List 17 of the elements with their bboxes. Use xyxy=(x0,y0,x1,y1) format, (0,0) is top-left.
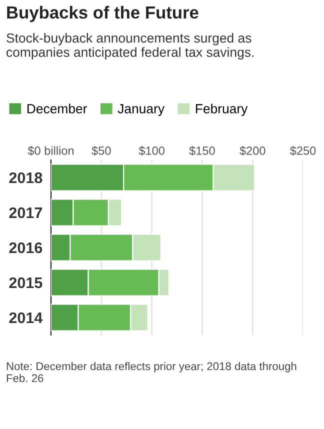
legend-label: December xyxy=(27,104,88,114)
y-tick-label: 2015 xyxy=(9,277,42,288)
x-tick-label: $50 xyxy=(92,146,111,156)
y-tick-label: 2017 xyxy=(9,207,42,218)
x-tick-label: $250 xyxy=(290,146,316,156)
x-tick-label: $150 xyxy=(189,146,215,156)
y-tick-label: 2014 xyxy=(9,312,43,324)
y-tick-label: 2016 xyxy=(9,242,42,254)
y-tick-label: 2018 xyxy=(9,172,42,184)
legend-label: February xyxy=(196,104,248,116)
legend-label: January xyxy=(118,104,165,116)
x-tick-label: $200 xyxy=(240,146,266,156)
chart-subtitle: Stock-buyback announcements surged as companies anticipated federal tax savings. xyxy=(6,33,254,60)
text: Note: December data reflects prior year; 2018 data through Feb. 26 xyxy=(6,362,296,382)
x-tick-label: $100 xyxy=(138,146,164,156)
x-tick-label: $0 billion xyxy=(28,146,74,156)
chart-title: Buybacks of the Future xyxy=(7,6,198,22)
